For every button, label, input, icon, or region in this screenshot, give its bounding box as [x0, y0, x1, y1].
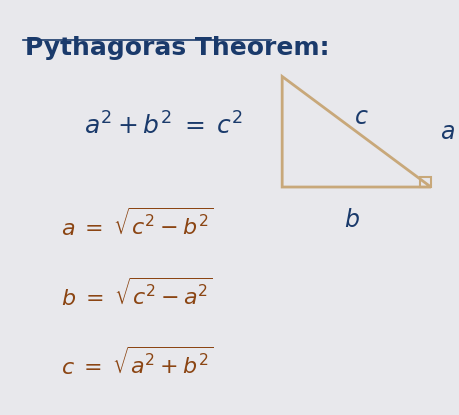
Text: c: c	[354, 105, 367, 129]
Text: Pythagoras Theorem:: Pythagoras Theorem:	[25, 36, 329, 59]
Text: $c \; = \; \sqrt{a^2 + b^2}$: $c \; = \; \sqrt{a^2 + b^2}$	[61, 347, 213, 379]
Text: $a \; = \; \sqrt{c^2 - b^2}$: $a \; = \; \sqrt{c^2 - b^2}$	[61, 208, 213, 240]
Text: b: b	[344, 208, 359, 232]
Text: $a^2 + b^2 \; = \; c^2$: $a^2 + b^2 \; = \; c^2$	[84, 112, 242, 139]
Text: $b \; = \; \sqrt{c^2 - a^2}$: $b \; = \; \sqrt{c^2 - a^2}$	[61, 277, 213, 310]
Text: a: a	[439, 120, 453, 144]
